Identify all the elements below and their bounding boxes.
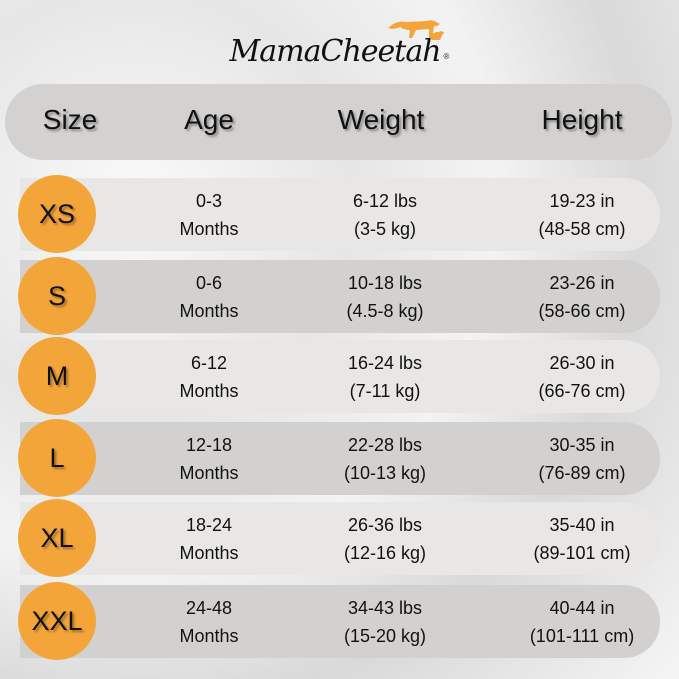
size-badge: XS bbox=[18, 175, 96, 253]
height-cell: 40-44 in (101-111 cm) bbox=[530, 594, 634, 650]
height-cm: (48-58 cm) bbox=[538, 219, 626, 239]
age-range: 24-48 bbox=[185, 598, 233, 618]
age-unit: Months bbox=[179, 219, 239, 239]
weight-cell: 26-36 lbs (12-16 kg) bbox=[344, 511, 426, 567]
registered-mark: ® bbox=[443, 52, 450, 61]
table-row: L 12-18 Months 22-28 lbs (10-13 kg) 30-35 … bbox=[18, 419, 660, 497]
weight-lbs: 34-43 lbs bbox=[347, 598, 423, 618]
size-badge: S bbox=[18, 257, 96, 335]
weight-kg: (7-11 kg) bbox=[349, 381, 421, 401]
height-cell: 19-23 in (48-58 cm) bbox=[538, 187, 625, 243]
age-range: 6-12 bbox=[190, 353, 228, 373]
weight-lbs: 6-12 lbs bbox=[352, 191, 418, 211]
height-cm: (89-101 cm) bbox=[533, 543, 631, 563]
age-cell: 0-3 Months bbox=[179, 187, 238, 243]
age-range: 0-3 bbox=[195, 191, 222, 211]
age-range: 12-18 bbox=[185, 435, 233, 455]
weight-cell: 34-43 lbs (15-20 kg) bbox=[344, 594, 426, 650]
height-cm: (76-89 cm) bbox=[538, 463, 626, 483]
height-cm: (58-66 cm) bbox=[538, 301, 626, 321]
weight-lbs: 16-24 lbs bbox=[347, 353, 423, 373]
age-cell: 12-18 Months bbox=[179, 431, 238, 487]
table-row: XS 0-3 Months 6-12 lbs (3-5 kg) 19-23 in (4… bbox=[18, 175, 660, 253]
size-badge: L bbox=[18, 419, 96, 497]
weight-cell: 6-12 lbs (3-5 kg) bbox=[353, 187, 417, 243]
age-unit: Months bbox=[179, 543, 239, 563]
size-badge: XL bbox=[18, 499, 96, 577]
table-row: S 0-6 Months 10-18 lbs (4.5-8 kg) 23-26 in… bbox=[18, 257, 660, 335]
age-cell: 24-48 Months bbox=[179, 594, 238, 650]
age-unit: Months bbox=[179, 626, 239, 646]
weight-kg: (15-20 kg) bbox=[343, 626, 427, 646]
height-cm: (101-111 cm) bbox=[529, 626, 635, 646]
age-cell: 0-6 Months bbox=[179, 269, 238, 325]
height-in: 26-30 in bbox=[549, 353, 615, 373]
height-in: 35-40 in bbox=[549, 515, 615, 535]
height-in: 30-35 in bbox=[549, 435, 615, 455]
header-weight: Weight bbox=[337, 104, 425, 135]
brand-logo: MamaCheetah ® bbox=[229, 18, 450, 72]
weight-kg: (12-16 kg) bbox=[343, 543, 427, 563]
age-range: 18-24 bbox=[185, 515, 233, 535]
table-row: M 6-12 Months 16-24 lbs (7-11 kg) 26-30 in… bbox=[18, 337, 660, 415]
weight-cell: 10-18 lbs (4.5-8 kg) bbox=[346, 269, 423, 325]
age-range: 0-6 bbox=[195, 273, 222, 293]
size-badge: M bbox=[18, 337, 96, 415]
age-cell: 18-24 Months bbox=[179, 511, 238, 567]
weight-cell: 16-24 lbs (7-11 kg) bbox=[348, 349, 422, 405]
height-cell: 30-35 in (76-89 cm) bbox=[538, 431, 625, 487]
logo-text: MamaCheetah bbox=[229, 20, 445, 72]
header-size: Size bbox=[42, 104, 98, 135]
weight-kg: (3-5 kg) bbox=[353, 219, 417, 239]
header-height: Height bbox=[541, 104, 623, 135]
logo-wordmark: MamaCheetah bbox=[229, 34, 442, 69]
weight-lbs: 22-28 lbs bbox=[347, 435, 423, 455]
size-badge: XXL bbox=[18, 582, 96, 660]
weight-cell: 22-28 lbs (10-13 kg) bbox=[344, 431, 426, 487]
height-in: 40-44 in bbox=[549, 598, 615, 618]
height-in: 19-23 in bbox=[549, 191, 615, 211]
height-cell: 26-30 in (66-76 cm) bbox=[538, 349, 625, 405]
cheetah-icon bbox=[388, 20, 445, 40]
weight-kg: (10-13 kg) bbox=[343, 463, 427, 483]
weight-lbs: 26-36 lbs bbox=[347, 515, 423, 535]
height-cell: 23-26 in (58-66 cm) bbox=[538, 269, 625, 325]
table-row: XXL 24-48 Months 34-43 lbs (15-20 kg) 40-4… bbox=[18, 582, 660, 660]
header-age: Age bbox=[184, 104, 234, 135]
table-header: Size Age Weight Height bbox=[5, 84, 672, 160]
age-cell: 6-12 Months bbox=[179, 349, 238, 405]
age-unit: Months bbox=[179, 463, 239, 483]
age-unit: Months bbox=[179, 381, 239, 401]
table-row: XL 18-24 Months 26-36 lbs (12-16 kg) 35-40… bbox=[18, 499, 660, 577]
height-cm: (66-76 cm) bbox=[538, 381, 626, 401]
age-unit: Months bbox=[179, 301, 239, 321]
height-in: 23-26 in bbox=[549, 273, 615, 293]
height-cell: 35-40 in (89-101 cm) bbox=[533, 511, 630, 567]
weight-lbs: 10-18 lbs bbox=[347, 273, 423, 293]
weight-kg: (4.5-8 kg) bbox=[346, 301, 424, 321]
